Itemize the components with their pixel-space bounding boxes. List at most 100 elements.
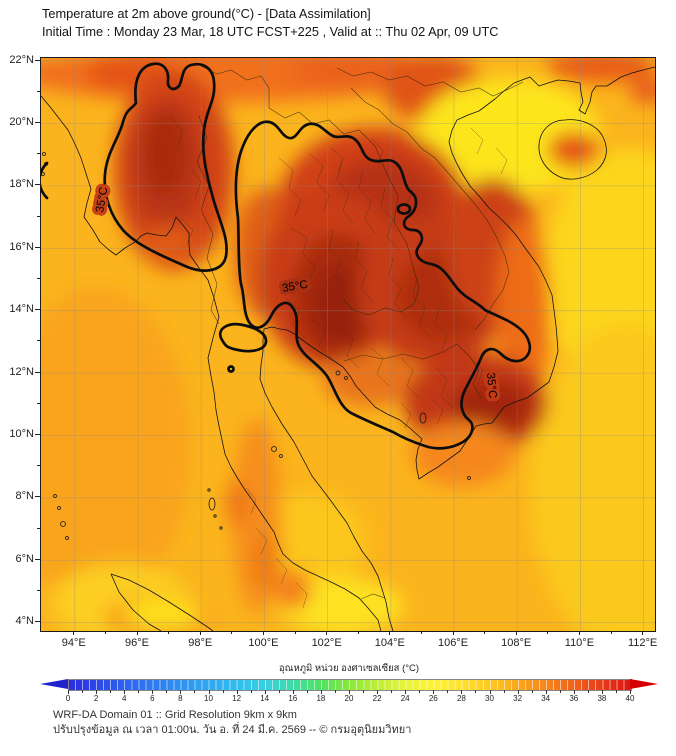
lat-tick: [35, 496, 40, 498]
colorbar-tick: [405, 690, 407, 694]
colorbar-tick-label: 10: [204, 694, 213, 703]
colorbar-minor-tick: [503, 690, 505, 693]
contour-35c: [41, 62, 532, 450]
colorbar-minor-tick: [278, 690, 280, 693]
colorbar-tick-label: 2: [93, 694, 99, 703]
colorbar-minor-tick: [82, 690, 84, 693]
page-title: Temperature at 2m above ground(°C) - [Da…: [42, 6, 371, 21]
colorbar-minor-tick: [138, 690, 140, 693]
footer: WRF-DA Domain 01 :: Grid Resolution 9km …: [53, 708, 411, 738]
lon-tick: [73, 631, 75, 635]
colorbar-tick-label: 30: [485, 694, 494, 703]
colorbar-tick: [601, 690, 603, 694]
lon-tick: [515, 631, 517, 635]
colorbar-minor-tick: [447, 690, 449, 693]
lon-tick: [199, 631, 201, 635]
lat-tick-label: 16°N: [9, 240, 34, 253]
colorbar-minor-tick: [615, 690, 617, 693]
colorbar-tick: [349, 690, 350, 694]
lat-minor-tick: [37, 589, 40, 591]
colorbar-minor-tick: [250, 690, 252, 693]
colorbar-tick: [517, 690, 519, 694]
colorbar-tick-label: 20: [344, 694, 354, 703]
colorbar-tick-label: 32: [513, 694, 523, 703]
colorbar-tick: [433, 690, 435, 694]
colorbar-tick-label: 34: [541, 694, 551, 703]
colorbar-tick: [208, 690, 210, 694]
lat-tick: [35, 184, 40, 186]
map-canvas: 35°C 35°C 35°C: [41, 58, 655, 631]
lon-tick-label: 112°E: [627, 637, 658, 649]
colorbar-minor-tick: [475, 690, 477, 693]
lon-minor-tick: [547, 631, 549, 634]
coastlines: [41, 66, 655, 631]
lat-tick-label: 20°N: [9, 116, 34, 128]
lat-tick-label: 12°N: [9, 365, 34, 378]
colorbar-tick: [96, 690, 98, 694]
lat-minor-tick: [37, 90, 40, 92]
lat-tick: [35, 433, 40, 435]
temperature-field: [41, 58, 655, 631]
colorbar-tick-label: 26: [428, 694, 438, 703]
page-subtitle: Initial Time : Monday 23 Mar, 18 UTC FCS…: [42, 24, 499, 39]
lon-tick-label: 96°E: [125, 637, 149, 649]
lat-tick: [35, 309, 40, 311]
lon-minor-tick: [168, 631, 170, 634]
lon-tick-label: 106°E: [437, 637, 469, 649]
colorbar-tick: [180, 690, 182, 694]
lat-tick: [35, 621, 40, 623]
colorbar-tick-label: 0: [65, 694, 71, 703]
colorbar-minor-tick: [334, 690, 336, 693]
lat-minor-tick: [37, 527, 40, 529]
lat-tick-label: 18°N: [9, 178, 34, 191]
lon-tick-label: 110°E: [564, 637, 595, 649]
lat-minor-tick: [37, 340, 40, 342]
colorbar-tick-label: 8: [178, 694, 183, 703]
lon-minor-tick: [294, 631, 296, 634]
lon-minor-tick: [231, 631, 233, 634]
lon-tick-label: 100°E: [248, 637, 279, 649]
lat-minor-tick: [37, 215, 40, 217]
grid-lines: [41, 58, 655, 631]
lon-minor-tick: [484, 631, 486, 634]
lat-tick-label: 10°N: [9, 427, 34, 440]
lat-tick-label: 4°N: [15, 615, 34, 628]
lon-tick: [389, 631, 391, 635]
lon-tick: [578, 631, 580, 635]
colorbar-tick-label: 24: [400, 694, 410, 703]
colorbar-tick: [236, 690, 238, 694]
colorbar-right-arrow: [630, 679, 658, 689]
lon-minor-tick: [104, 631, 106, 634]
lat-tick: [35, 558, 40, 560]
colorbar-minor-tick: [306, 690, 308, 693]
colorbar-tick: [377, 690, 379, 694]
map-frame: 35°C 35°C 35°C: [40, 57, 656, 632]
lon-tick: [326, 631, 328, 635]
colorbar-tick: [489, 690, 491, 694]
colorbar-minor-tick: [222, 690, 224, 693]
colorbar-tick-label: 22: [372, 694, 382, 703]
colorbar-tick-label: 18: [316, 694, 326, 703]
lat-tick: [35, 371, 40, 373]
colorbar-tick: [461, 690, 463, 694]
colorbar-minor-tick: [166, 690, 168, 693]
lat-tick-label: 14°N: [9, 303, 34, 316]
colorbar-tick-label: 38: [597, 694, 607, 703]
lon-tick-label: 108°E: [501, 637, 532, 649]
lat-tick: [35, 122, 40, 123]
lon-tick: [262, 631, 264, 635]
colorbar-tick-label: 40: [625, 694, 635, 703]
lat-minor-tick: [37, 277, 40, 279]
lon-tick-label: 98°E: [188, 637, 213, 649]
colorbar-tick: [292, 690, 294, 694]
colorbar-left-arrow: [40, 679, 68, 689]
lon-minor-tick: [610, 631, 612, 634]
colorbar-tick: [124, 690, 126, 694]
colorbar-minor-tick: [587, 690, 589, 693]
contour-label-southeast: 35°C: [484, 372, 498, 399]
footer-update-info: ปรับปรุงข้อมูล ณ เวลา 01:00น. วัน อ. ที่…: [53, 724, 412, 736]
lat-tick-label: 6°N: [15, 552, 34, 565]
lat-tick: [35, 59, 40, 61]
lon-tick-label: 104°E: [374, 637, 405, 649]
